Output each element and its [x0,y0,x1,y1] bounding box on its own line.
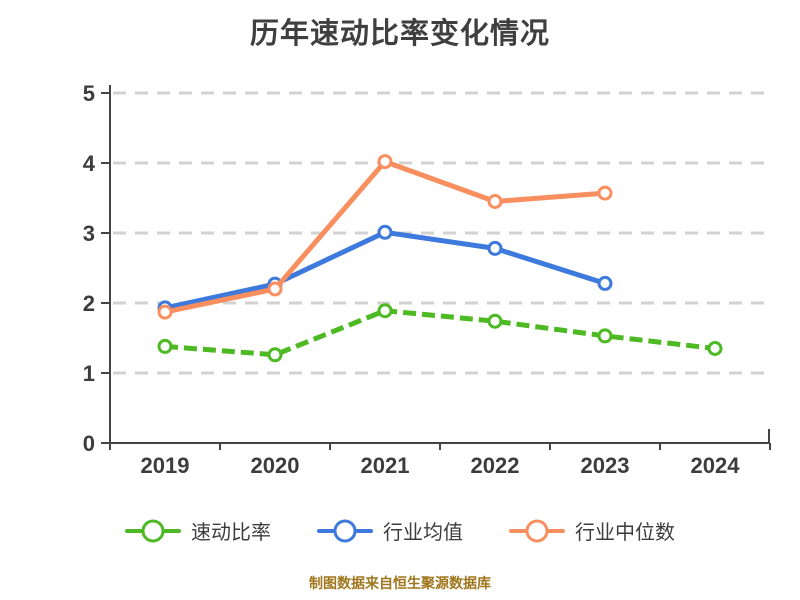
x-tick-label: 2023 [581,453,630,478]
industry-median-marker-icon [509,519,565,542]
data-point-quick-ratio [487,313,503,329]
x-axis-ticks: 2019 2020 2021 2022 2023 2024 [109,443,771,478]
y-axis-ticks: 0 1 2 3 4 5 [83,81,110,456]
data-point-quick-ratio [707,341,723,356]
industry-mean-marker-icon [317,519,373,542]
data-point-quick-ratio [377,303,393,319]
data-point-industry-mean [377,224,393,240]
axes [109,85,770,444]
y-tick-label: 3 [83,221,95,246]
data-point-industry-median [267,281,283,297]
x-tick-label: 2019 [141,453,190,478]
data-point-industry-mean [597,275,613,291]
data-point-quick-ratio [157,338,173,354]
y-tick-label: 1 [83,361,95,386]
x-tick-label: 2020 [251,453,300,478]
data-point-quick-ratio [597,328,613,344]
legend-label-industry-median: 行业中位数 [575,522,675,544]
data-point-industry-median [487,194,503,209]
x-tick-label: 2022 [471,453,520,478]
chart-title: 历年速动比率变化情况 [249,18,550,50]
line-chart-canvas: 0 1 2 3 4 5 2019 2020 2021 2022 2023 2024 [83,81,771,478]
y-tick-label: 4 [83,151,96,176]
legend-item-quick-ratio[interactable]: 速动比率 [125,516,271,545]
y-tick-label: 0 [83,431,95,456]
data-point-industry-median [377,154,393,170]
x-tick-label: 2024 [691,453,741,478]
data-point-industry-median [157,304,173,320]
legend-item-industry-median[interactable]: 行业中位数 [509,516,675,545]
legend-label-industry-mean: 行业均值 [383,522,463,544]
series-industry-median [157,154,613,320]
gridlines [113,91,770,375]
legend-label-quick-ratio: 速动比率 [191,522,271,544]
legend-item-industry-mean[interactable]: 行业均值 [317,516,463,545]
x-tick-label: 2021 [361,453,410,478]
quick-ratio-marker-icon [125,519,181,542]
y-tick-label: 2 [83,291,95,316]
data-point-industry-mean [487,240,503,256]
data-point-quick-ratio [267,347,283,363]
y-tick-label: 5 [83,81,95,106]
data-point-industry-median [597,185,613,201]
legend: 速动比率 行业均值 行业中位数 [0,516,800,545]
series-quick-ratio [157,303,723,363]
data-source-note: 制图数据来自恒生聚源数据库 [309,575,491,591]
